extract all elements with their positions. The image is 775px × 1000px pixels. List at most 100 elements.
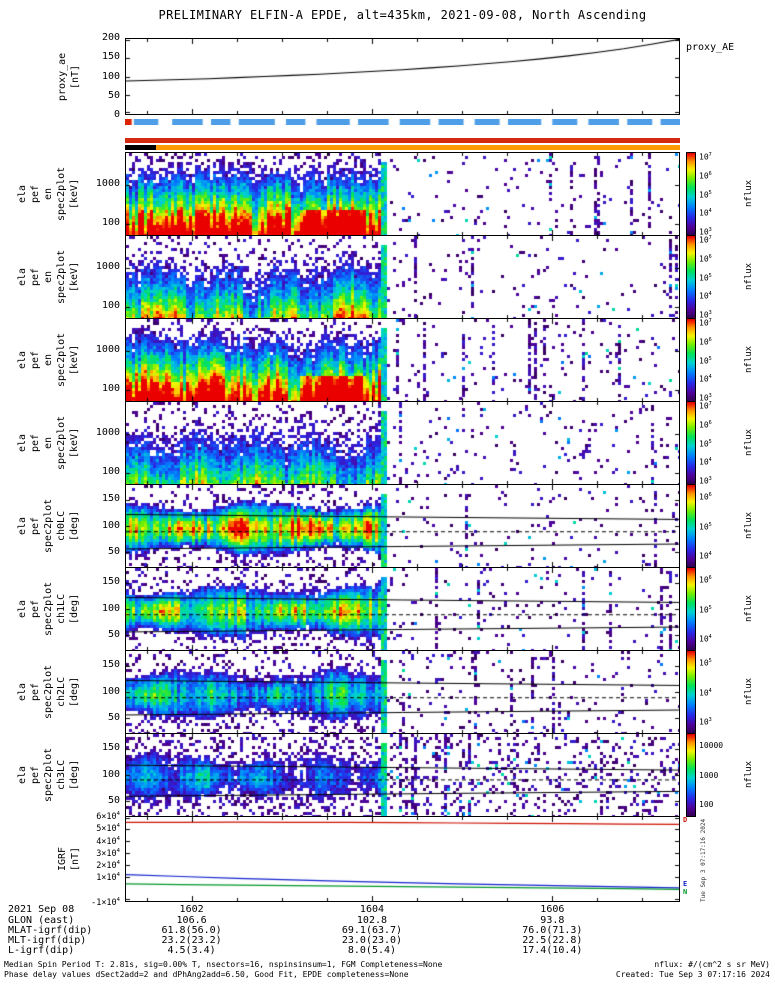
- created-side-note: Tue Sep 3 07:17:16 2024: [700, 818, 707, 902]
- coord-value: 93.8: [540, 915, 565, 926]
- colorbar-tick: 106: [699, 419, 712, 430]
- en_spec2plot_3-spectrogram: [126, 319, 679, 401]
- spectrogram-panel-spec2plot_ch0LC: [125, 484, 680, 568]
- ylabel-line: ela: [17, 682, 28, 701]
- colorbar-unit-label: nflux: [744, 760, 754, 789]
- colorbar-unit-label: nflux: [744, 594, 754, 623]
- coord-value: 106.6: [176, 915, 207, 926]
- colorbar-unit-label: nflux: [744, 511, 754, 540]
- colorbar-spec2plot_ch1LC: [686, 567, 696, 651]
- ylabel-line: pef: [30, 433, 41, 452]
- coord-value: 102.8: [356, 915, 388, 926]
- colorbar-en_spec2plot_3: [686, 318, 696, 402]
- colorbar-gradient: [687, 402, 695, 484]
- science-zone-bar: [125, 119, 680, 125]
- fast-mode-bar: [155, 145, 680, 150]
- ylabel-line: ela: [17, 267, 28, 286]
- colorbar-tick: 104: [699, 291, 712, 301]
- ylabel-line: en: [43, 353, 54, 366]
- coord-value: 22.5(22.8): [522, 935, 583, 946]
- proxy-ae-series-label: proxy_AE: [686, 42, 735, 53]
- spectrogram-panel-en_spec2plot_2: [125, 235, 680, 319]
- ylabel-line: spec2plot: [56, 415, 67, 470]
- colorbar-tick: 105: [699, 438, 712, 449]
- ylabel-line: pef: [30, 350, 41, 369]
- ytick-spec2plot_ch1LC: 100: [101, 602, 120, 614]
- date-label: 2021 Sep 08: [8, 904, 75, 915]
- ytick-spec2plot_ch2LC: 100: [101, 685, 120, 697]
- colorbar-unit-label: nflux: [744, 262, 754, 291]
- colorbar-tick: 104: [699, 208, 712, 218]
- ylabel-line: spec2plot: [43, 664, 54, 719]
- ylabel-line: ch2LC: [56, 676, 67, 707]
- footer-created: Created: Tue Sep 3 07:17:16 2024: [615, 970, 770, 979]
- igrf-line-chart: [126, 817, 679, 901]
- ylabel-line: spec2plot: [43, 581, 54, 636]
- colorbar-en_spec2plot_4: [686, 401, 696, 485]
- ylabel-line: spec2plot: [56, 249, 67, 304]
- ylabel-line: ela: [17, 350, 28, 369]
- ytick-en_spec2plot_3: 100: [101, 383, 120, 395]
- ytick-en_spec2plot_3: 1000: [95, 344, 120, 356]
- igrf-ytick: 5×104: [96, 823, 120, 835]
- plot-title: PRELIMINARY ELFIN-A EPDE, alt=435km, 202…: [158, 8, 647, 22]
- igrf-series-letter: D: [683, 816, 688, 825]
- survey-mode-bar: [125, 138, 680, 143]
- colorbar-tick: 100: [699, 799, 714, 809]
- colorbar-tick: 105: [699, 658, 712, 669]
- spectrogram-panel-spec2plot_ch3LC: [125, 733, 680, 817]
- igrf-ytick: 4×104: [96, 835, 120, 847]
- coord-value: 61.8(56.0): [161, 925, 222, 936]
- ytick-en_spec2plot_2: 100: [101, 300, 120, 312]
- coord-value: 69.1(63.7): [341, 925, 403, 936]
- ylabel-line: ch0LC: [56, 510, 67, 541]
- ytick-en_spec2plot_1: 100: [101, 217, 120, 229]
- colorbar-tick: 106: [699, 253, 712, 264]
- ytick-spec2plot_ch1LC: 150: [101, 575, 120, 587]
- ytick-en_spec2plot_4: 1000: [95, 427, 120, 439]
- ytick-spec2plot_ch3LC: 100: [101, 768, 120, 780]
- ylabel-line: spec2plot: [43, 747, 54, 802]
- ylabel-line: ela: [17, 765, 28, 784]
- proxy-ytick: 150: [101, 51, 120, 63]
- colorbar-tick: 104: [699, 687, 712, 698]
- colorbar-tick: 103: [699, 309, 712, 320]
- ylabel-line: ela: [17, 433, 28, 452]
- colorbar-tick: 103: [699, 392, 712, 403]
- colorbar-tick: 106: [699, 575, 712, 586]
- spectrogram-panel-spec2plot_ch1LC: [125, 567, 680, 651]
- coord-row-label: MLAT-igrf(dip): [8, 925, 93, 936]
- proxy-ytick: 0: [113, 109, 120, 120]
- colorbar-tick: 103: [699, 226, 712, 237]
- spectrogram-panel-en_spec2plot_1: [125, 152, 680, 236]
- colorbar-tick: 107: [699, 318, 712, 328]
- coord-value: 23.0(23.0): [341, 935, 403, 946]
- ytick-spec2plot_ch0LC: 50: [107, 546, 120, 558]
- colorbar-spec2plot_ch3LC: [686, 733, 696, 817]
- en_spec2plot_1-spectrogram: [126, 153, 679, 235]
- ytick-spec2plot_ch3LC: 150: [101, 741, 120, 753]
- ylabel-line: ch1LC: [56, 593, 67, 624]
- ylabel-line: pef: [30, 516, 41, 535]
- ytick-spec2plot_ch3LC: 50: [107, 795, 120, 807]
- colorbar-tick: 10000: [699, 741, 724, 751]
- ylabel-line: pef: [30, 682, 41, 701]
- colorbar-en_spec2plot_1: [686, 152, 696, 236]
- proxy-ytick: 100: [101, 70, 120, 82]
- coord-value: 23.2(23.2): [161, 935, 222, 946]
- time-tick-label: 1604: [359, 904, 385, 915]
- colorbar-gradient: [687, 568, 695, 650]
- coord-value: 17.4(10.4): [522, 945, 583, 956]
- spec2plot_ch3LC-spectrogram: [126, 734, 679, 816]
- colorbar-tick: 106: [699, 170, 712, 181]
- coord-value: 8.0(5.4): [347, 945, 397, 956]
- ylabel-line: ela: [17, 516, 28, 535]
- time-tick-label: 1602: [179, 904, 204, 915]
- colorbar-unit-label: nflux: [744, 179, 754, 208]
- en_spec2plot_4-spectrogram: [126, 402, 679, 484]
- ytick-spec2plot_ch2LC: 150: [101, 658, 120, 670]
- spectrogram-panel-spec2plot_ch2LC: [125, 650, 680, 734]
- colorbar-gradient: [687, 734, 695, 816]
- colorbar-tick: 1000: [699, 770, 719, 780]
